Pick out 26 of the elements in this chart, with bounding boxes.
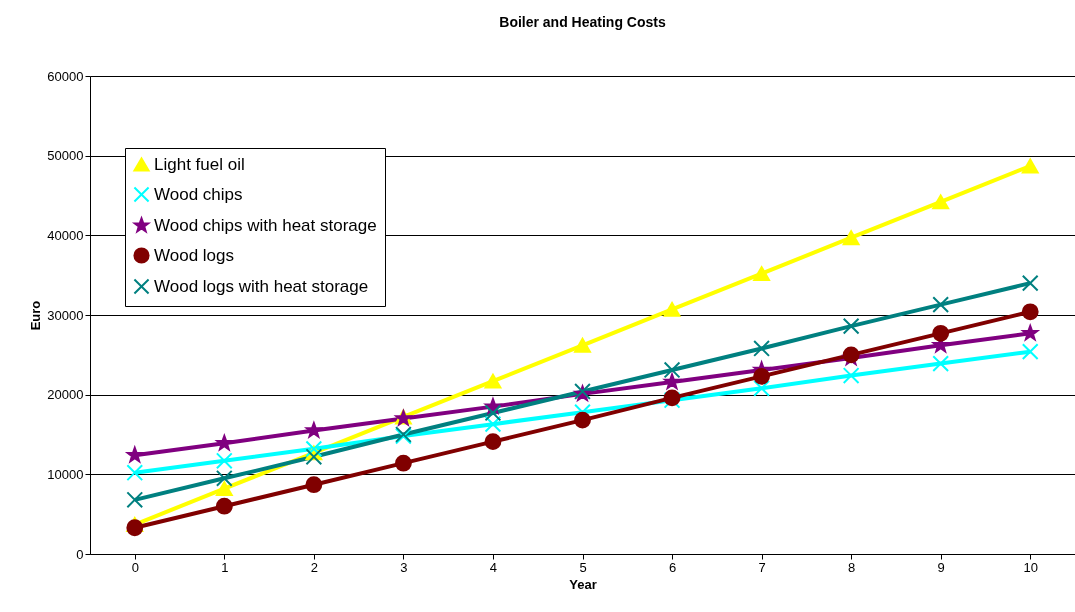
x-tick-label: 7 — [758, 559, 766, 575]
y-tick-label: 20000 — [47, 387, 84, 403]
legend-label: Wood chips — [154, 184, 243, 204]
x-tick-label: 5 — [579, 559, 587, 575]
legend-label: Wood logs — [154, 245, 235, 265]
y-tick-label: 40000 — [47, 227, 84, 243]
y-tick-label: 10000 — [47, 466, 84, 482]
y-tick-label: 0 — [76, 546, 84, 562]
x-tick-label: 9 — [937, 559, 945, 575]
x-tick-label: 8 — [848, 559, 856, 575]
x-tick-label: 1 — [221, 559, 229, 575]
legend-label: Wood logs with heat storage — [154, 276, 369, 296]
legend-label: Wood chips with heat storage — [154, 215, 377, 235]
x-tick-label: 6 — [668, 559, 677, 575]
x-axis-title: Year — [569, 576, 597, 592]
x-tick-label: 10 — [1023, 559, 1038, 575]
y-tick-label: 50000 — [47, 148, 84, 164]
y-tick-label: 30000 — [47, 307, 84, 323]
y-axis-title: Euro — [28, 300, 44, 331]
chart-title: Boiler and Heating Costs — [499, 14, 666, 30]
legend-label: Light fuel oil — [154, 154, 245, 174]
x-tick-label: 3 — [400, 559, 408, 575]
x-tick-label: 2 — [310, 559, 318, 575]
y-tick-label: 60000 — [47, 68, 84, 84]
x-tick-label: 0 — [131, 559, 139, 575]
x-tick-label: 4 — [489, 559, 498, 575]
